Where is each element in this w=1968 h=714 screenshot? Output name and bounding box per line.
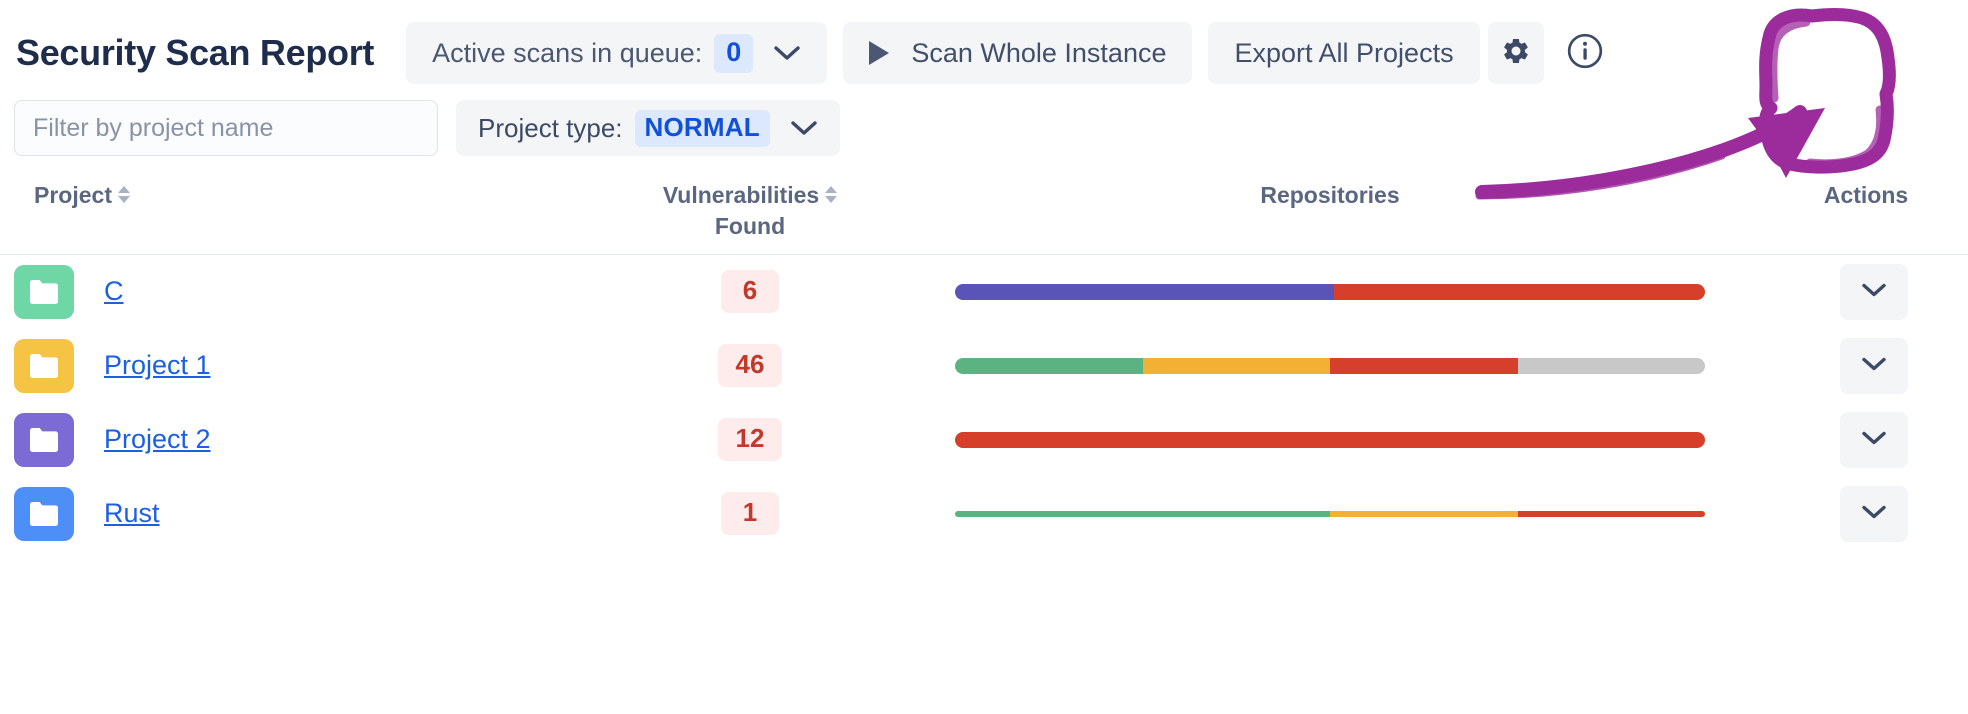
cell-repositories	[880, 477, 1780, 551]
folder-icon	[14, 338, 74, 393]
project-type-value-badge: NORMAL	[634, 109, 770, 147]
status-bar-segment	[1333, 283, 1705, 300]
search-input[interactable]	[14, 100, 438, 156]
active-scans-queue-control[interactable]: Active scans in queue: 0	[406, 22, 828, 84]
chevron-down-icon	[1861, 430, 1887, 449]
folder-icon	[14, 264, 74, 319]
header-toolbar: Security Scan Report Active scans in que…	[0, 0, 1968, 92]
chevron-down-icon	[1861, 504, 1887, 523]
project-link[interactable]: Project 2	[104, 424, 211, 454]
row-expand-button[interactable]	[1840, 411, 1908, 468]
cell-vulnerabilities: 1	[620, 477, 880, 551]
table-row: Rust 1	[0, 477, 1968, 551]
status-bar-segment	[955, 357, 1143, 374]
project-type-filter[interactable]: Project type: NORMAL	[456, 100, 840, 156]
gear-icon	[1501, 36, 1531, 71]
repositories-status-bar	[955, 357, 1705, 374]
project-link[interactable]: Rust	[104, 498, 160, 528]
info-circle-icon	[1566, 32, 1604, 75]
column-header-actions-label: Actions	[1823, 182, 1909, 208]
table-header: Project Vulnerabilities Found	[0, 164, 1968, 255]
info-button[interactable]	[1566, 32, 1604, 75]
cell-repositories	[880, 329, 1780, 403]
cell-repositories	[880, 403, 1780, 477]
chevron-down-icon	[1861, 282, 1887, 301]
cell-project: Rust	[0, 477, 620, 551]
status-bar-segment	[955, 510, 1330, 517]
column-header-vulnerabilities[interactable]: Vulnerabilities Found	[620, 164, 880, 255]
row-expand-button[interactable]	[1840, 263, 1908, 320]
vulnerability-count-badge: 12	[717, 418, 783, 461]
column-header-actions: Actions	[1780, 164, 1968, 255]
scan-whole-instance-button[interactable]: Scan Whole Instance	[843, 22, 1193, 84]
export-all-projects-label: Export All Projects	[1234, 37, 1454, 68]
cell-project: C	[0, 255, 620, 329]
chevron-down-icon[interactable]	[790, 119, 818, 137]
sort-arrows-icon[interactable]	[117, 182, 130, 203]
folder-icon	[14, 486, 74, 541]
folder-icon	[14, 412, 74, 467]
row-expand-button[interactable]	[1840, 485, 1908, 542]
scan-whole-instance-label: Scan Whole Instance	[911, 37, 1167, 68]
chevron-down-icon[interactable]	[773, 44, 801, 62]
cell-vulnerabilities: 6	[620, 255, 880, 329]
status-bar-segment	[1142, 357, 1330, 374]
column-header-repositories-label: Repositories	[1260, 182, 1400, 208]
cell-vulnerabilities: 46	[620, 329, 880, 403]
status-bar-segment	[1517, 510, 1705, 517]
cell-actions	[1780, 255, 1968, 329]
repositories-status-bar	[955, 431, 1705, 448]
page-title: Security Scan Report	[16, 32, 375, 73]
column-header-project[interactable]: Project	[0, 164, 620, 255]
settings-button[interactable]	[1487, 22, 1544, 84]
status-bar-segment	[955, 283, 1334, 300]
vulnerability-count-badge: 1	[721, 492, 779, 535]
column-header-project-label: Project	[34, 182, 112, 208]
cell-project: Project 2	[0, 403, 620, 477]
status-bar-segment	[1517, 357, 1705, 374]
active-scans-label: Active scans in queue:	[432, 37, 703, 68]
export-all-projects-button[interactable]: Export All Projects	[1208, 22, 1480, 84]
cell-actions	[1780, 477, 1968, 551]
table-body: C 6 Project 1 46 Project 2 12 Rust 1	[0, 255, 1968, 551]
row-expand-button[interactable]	[1840, 337, 1908, 394]
table-row: Project 1 46	[0, 329, 1968, 403]
status-bar-segment	[1330, 510, 1518, 517]
chevron-down-icon	[1861, 356, 1887, 375]
vulnerability-count-badge: 46	[717, 344, 783, 387]
project-type-label: Project type:	[478, 112, 623, 143]
project-link[interactable]: Project 1	[104, 350, 211, 380]
repositories-status-bar	[955, 510, 1705, 517]
status-bar-segment	[1330, 357, 1518, 374]
column-header-vulnerabilities-label-line2: Found	[714, 213, 786, 239]
status-bar-segment	[955, 431, 1705, 448]
table-row: Project 2 12	[0, 403, 1968, 477]
cell-project: Project 1	[0, 329, 620, 403]
play-icon	[869, 41, 890, 65]
cell-actions	[1780, 403, 1968, 477]
vulnerability-count-badge: 6	[721, 270, 779, 314]
column-header-vulnerabilities-label: Vulnerabilities	[662, 182, 820, 208]
sort-arrows-icon[interactable]	[825, 182, 838, 203]
cell-actions	[1780, 329, 1968, 403]
cell-repositories	[880, 255, 1780, 329]
filter-toolbar: Project type: NORMAL	[0, 92, 1968, 164]
column-header-repositories: Repositories	[880, 164, 1780, 255]
project-link[interactable]: C	[104, 276, 124, 307]
projects-table: Project Vulnerabilities Found	[0, 164, 1968, 551]
cell-vulnerabilities: 12	[620, 403, 880, 477]
repositories-status-bar	[955, 283, 1705, 300]
active-scans-count-badge: 0	[714, 33, 754, 73]
